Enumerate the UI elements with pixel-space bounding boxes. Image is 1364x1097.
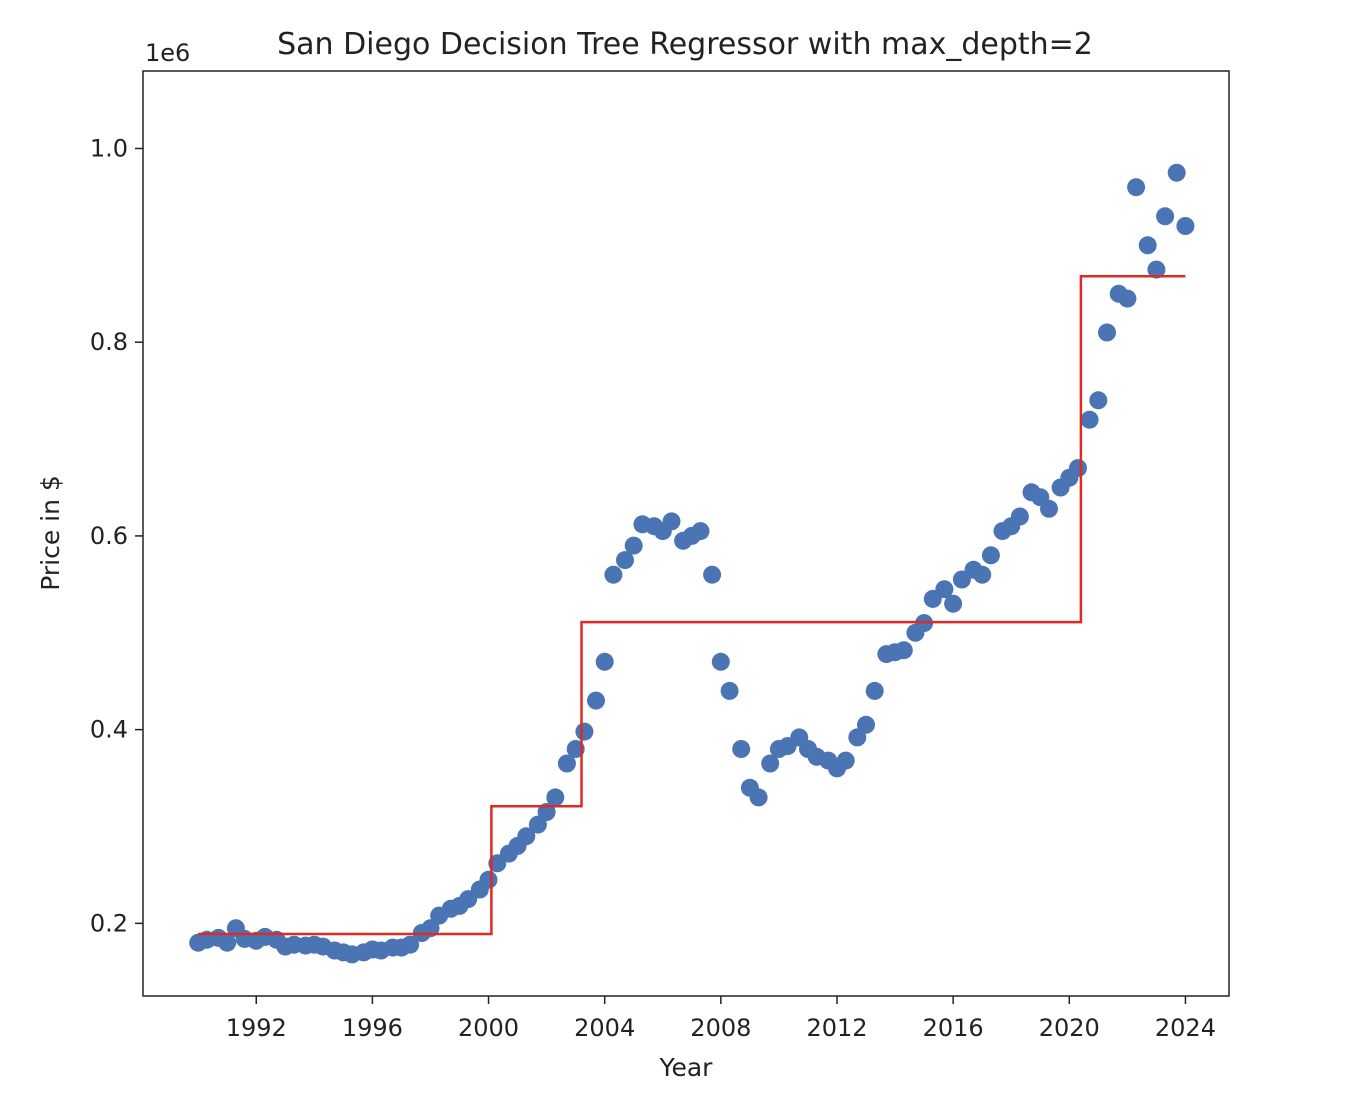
y-axis-label: Price in $: [36, 475, 65, 591]
data-point: [1147, 260, 1166, 279]
data-point: [616, 551, 634, 570]
data-point: [624, 536, 643, 555]
data-point: [1118, 289, 1137, 308]
data-point: [732, 740, 751, 758]
x-axis: 1992 1996 2000 2004 2008 2012 2016 2020 2024: [226, 996, 1216, 1042]
x-tick-label: 2024: [1155, 1014, 1216, 1042]
data-point: [566, 740, 585, 758]
y-tick-label: 0.4: [90, 716, 128, 744]
data-point: [557, 754, 576, 773]
y-tick-label: 0.2: [90, 909, 128, 937]
data-point: [973, 565, 992, 584]
data-point: [604, 565, 623, 584]
data-point: [865, 681, 884, 700]
data-point: [1167, 163, 1186, 182]
x-tick-label: 2020: [1039, 1014, 1100, 1042]
y-axis: 0.2 0.4 0.6 0.8 1.0: [90, 134, 143, 937]
data-point: [691, 522, 710, 541]
x-tick-label: 2008: [690, 1014, 751, 1042]
plot-area: [189, 163, 1195, 964]
data-point: [836, 751, 855, 770]
data-point: [1010, 507, 1029, 526]
data-point: [517, 827, 536, 846]
plot-frame: [142, 70, 1230, 997]
data-point: [595, 652, 614, 671]
data-point: [749, 788, 768, 807]
data-point: [528, 815, 547, 834]
x-tick-label: 2012: [806, 1014, 867, 1042]
x-tick-label: 2000: [458, 1014, 519, 1042]
prediction-step-line: [198, 275, 1186, 936]
data-point: [857, 715, 875, 734]
data-point: [479, 870, 498, 889]
data-point: [894, 641, 913, 660]
x-tick-label: 2016: [923, 1014, 984, 1042]
data-point: [703, 565, 722, 584]
y-offset-label: 1e6: [145, 39, 190, 67]
data-point: [421, 919, 440, 938]
x-tick-label: 1996: [342, 1014, 403, 1042]
data-point: [1069, 459, 1087, 478]
data-point: [218, 933, 237, 952]
data-point: [401, 935, 420, 954]
data-point: [546, 788, 565, 807]
data-point: [1138, 236, 1157, 255]
chart-title: San Diego Decision Tree Regressor with m…: [277, 27, 1093, 62]
data-point: [537, 803, 556, 821]
data-point: [1127, 178, 1146, 197]
data-point: [1040, 499, 1058, 518]
data-point: [935, 580, 954, 599]
data-point: [1080, 410, 1099, 429]
y-tick-label: 0.6: [90, 522, 128, 550]
data-point: [1176, 217, 1195, 235]
data-point: [848, 728, 867, 747]
data-point: [587, 691, 605, 710]
y-tick-label: 1.0: [90, 134, 128, 162]
data-point: [662, 512, 681, 531]
data-point: [1089, 391, 1108, 410]
data-point: [720, 681, 739, 700]
data-point: [944, 594, 963, 613]
y-tick-label: 0.8: [90, 328, 128, 356]
data-point: [711, 652, 730, 671]
x-tick-label: 2004: [574, 1014, 635, 1042]
x-tick-label: 1992: [226, 1014, 287, 1042]
data-point: [761, 754, 780, 773]
data-point: [575, 722, 594, 741]
data-point: [1156, 207, 1175, 226]
x-axis-label: Year: [659, 1053, 714, 1082]
data-point: [1098, 323, 1116, 342]
data-point: [981, 546, 1000, 565]
